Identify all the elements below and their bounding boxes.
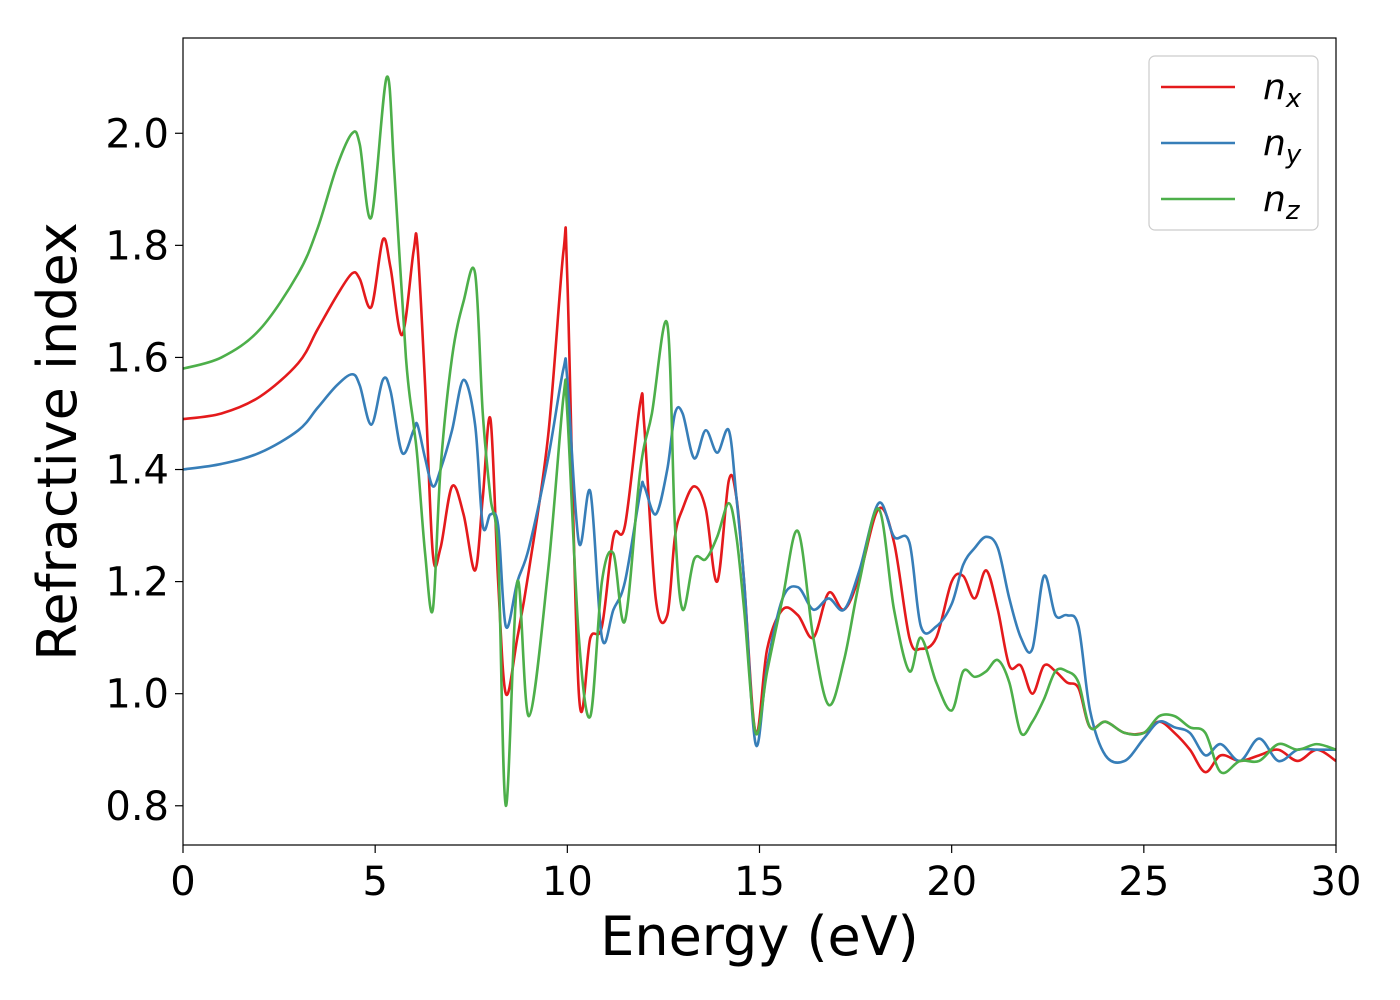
legend: nx ny nz bbox=[1148, 55, 1319, 231]
series-layer bbox=[183, 75, 1336, 808]
x-axis: 0 5 10 15 20 25 30 bbox=[170, 845, 1361, 905]
y-tick-label: 2.0 bbox=[105, 111, 169, 157]
y-tick-label: 1.6 bbox=[105, 335, 169, 381]
y-tick-label: 0.8 bbox=[105, 784, 169, 830]
y-axis-label: Refractive index bbox=[26, 222, 89, 661]
x-tick-label: 5 bbox=[362, 859, 387, 905]
x-tick-label: 25 bbox=[1118, 859, 1169, 905]
legend-label-ny: ny bbox=[1263, 123, 1302, 170]
y-axis: 0.8 1.0 1.2 1.4 1.6 1.8 2.0 bbox=[105, 111, 183, 830]
x-tick-label: 20 bbox=[926, 859, 977, 905]
legend-label-nz: nz bbox=[1263, 179, 1301, 226]
y-tick-label: 1.4 bbox=[105, 448, 169, 494]
x-tick-label: 30 bbox=[1311, 859, 1362, 905]
y-tick-label: 1.2 bbox=[105, 560, 169, 606]
x-tick-label: 15 bbox=[734, 859, 785, 905]
legend-label-nx: nx bbox=[1263, 67, 1302, 114]
series-line-nz bbox=[183, 75, 1336, 808]
series-line-ny bbox=[183, 357, 1336, 764]
x-axis-label: Energy (eV) bbox=[600, 905, 919, 968]
y-tick-label: 1.0 bbox=[105, 672, 169, 718]
x-tick-label: 0 bbox=[170, 859, 195, 905]
series-line-nx bbox=[183, 226, 1336, 774]
y-tick-label: 1.8 bbox=[105, 223, 169, 269]
x-tick-label: 10 bbox=[542, 859, 593, 905]
